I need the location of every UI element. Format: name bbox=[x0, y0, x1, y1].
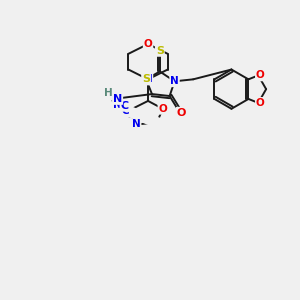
Text: C: C bbox=[122, 106, 129, 116]
Text: O: O bbox=[256, 98, 265, 108]
Text: N: N bbox=[132, 119, 141, 130]
Text: N: N bbox=[113, 100, 122, 110]
Text: N: N bbox=[170, 76, 179, 86]
Text: S: S bbox=[142, 74, 150, 84]
Text: O: O bbox=[256, 70, 265, 80]
Text: H: H bbox=[104, 88, 113, 98]
Text: N: N bbox=[113, 94, 122, 104]
Text: N: N bbox=[144, 74, 152, 84]
Text: C: C bbox=[120, 101, 128, 111]
Text: S: S bbox=[156, 46, 164, 56]
Text: O: O bbox=[177, 108, 186, 118]
Text: O: O bbox=[144, 39, 152, 49]
Text: O: O bbox=[158, 104, 167, 114]
